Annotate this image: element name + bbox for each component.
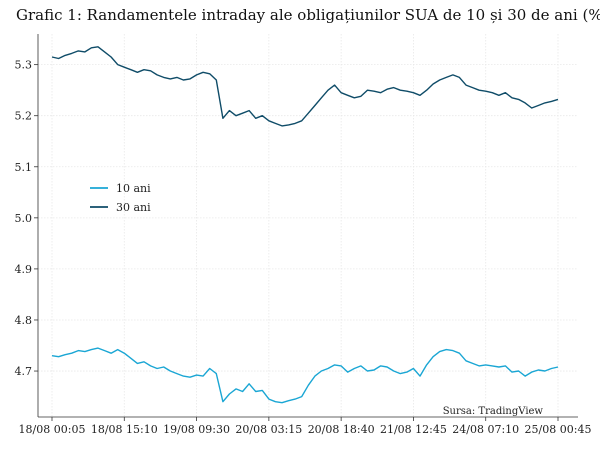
series-lines xyxy=(51,46,559,404)
legend-label: 30 ani xyxy=(116,201,151,214)
y-tick-label: 5.0 xyxy=(15,212,33,225)
x-tick-label: 18/08 15:10 xyxy=(91,423,158,436)
y-tick-label: 4.7 xyxy=(15,365,33,378)
axes: 4.7 4.8 4.9 5.0 5.1 5.2 5.3 18/08 00:05 18/08 15… xyxy=(15,34,592,436)
y-tick-label: 4.9 xyxy=(15,263,33,276)
x-tick-label: 24/08 07:10 xyxy=(452,423,519,436)
x-tick-label: 20/08 03:15 xyxy=(235,423,302,436)
legend: 10 ani 30 ani xyxy=(90,182,151,214)
x-tick-label: 21/08 12:45 xyxy=(380,423,447,436)
source-note: Sursa: TradingView xyxy=(443,406,544,417)
series-line-2 xyxy=(51,46,559,127)
y-tick-label: 4.8 xyxy=(15,314,33,327)
x-tick-label: 20/08 18:40 xyxy=(308,423,375,436)
x-tick-label: 19/08 09:30 xyxy=(163,423,230,436)
legend-label: 10 ani xyxy=(116,182,151,195)
chart-title: Grafic 1: Randamentele intraday ale obli… xyxy=(16,6,600,24)
y-tick-label: 5.2 xyxy=(15,110,33,123)
grid xyxy=(38,34,578,417)
x-tick-label: 18/08 00:05 xyxy=(19,423,86,436)
series-line-1 xyxy=(51,347,559,404)
x-tick-label: 25/08 00:45 xyxy=(525,423,592,436)
y-tick-label: 5.3 xyxy=(15,59,33,72)
y-tick-label: 5.1 xyxy=(15,161,33,174)
